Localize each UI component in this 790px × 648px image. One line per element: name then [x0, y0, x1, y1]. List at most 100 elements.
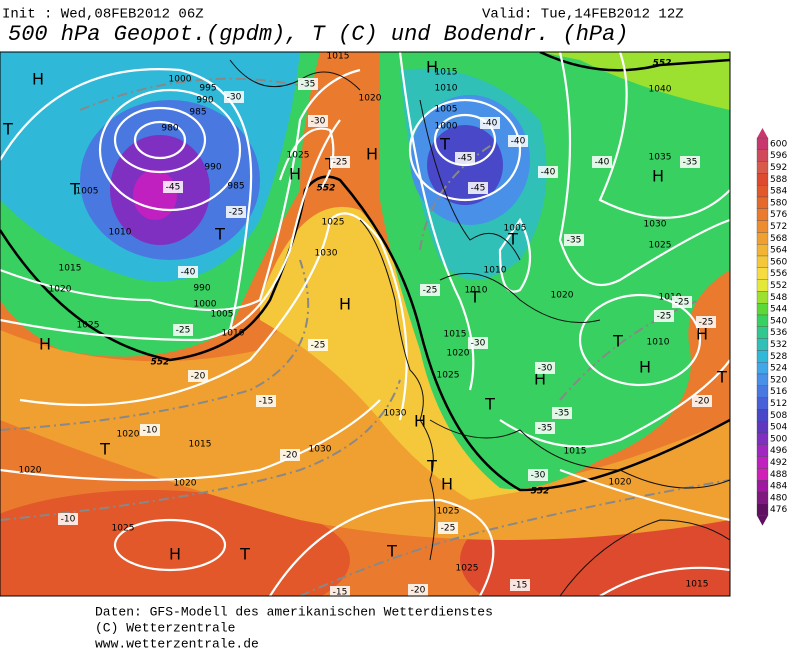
pressure-center: H: [639, 358, 651, 377]
scale-box: [756, 397, 769, 410]
pressure-center: T: [386, 542, 397, 561]
temperature-label: -15: [333, 588, 348, 598]
scale-box: [756, 291, 769, 304]
isobar-label: 1010: [484, 266, 507, 276]
scale-label: 556: [770, 269, 787, 279]
scale-label: 476: [770, 505, 787, 515]
pressure-center: T: [612, 332, 623, 351]
scale-label: 504: [770, 423, 787, 433]
isobar-label: 1025: [322, 218, 345, 228]
scale-box: [756, 491, 769, 504]
pressure-center: H: [289, 165, 301, 184]
isobar-label: 985: [189, 108, 206, 118]
contour-552: [539, 52, 730, 72]
isobar-label: 1000: [435, 122, 458, 132]
temperature-label-box: [468, 337, 488, 349]
scale-label: 484: [770, 482, 787, 492]
isobar-label: 1010: [222, 329, 245, 339]
isobar-label: 1000: [194, 300, 217, 310]
scale-box: [756, 456, 769, 469]
scale-box: [756, 149, 769, 162]
isobar-label: 1040: [649, 85, 672, 95]
scale-box: [756, 350, 769, 363]
isobar-label: 1005: [211, 310, 234, 320]
geopotential-label: 552: [531, 487, 550, 497]
temperature-label-box: [480, 117, 500, 129]
scale-box: [756, 173, 769, 186]
pressure-center: T: [507, 230, 518, 249]
isobar-label: 1010: [465, 286, 488, 296]
scale-label: 576: [770, 210, 787, 220]
scale-label: 560: [770, 257, 787, 267]
pressure-center: T: [324, 155, 335, 174]
pressure-center: H: [339, 295, 351, 314]
scale-arrow-top: [757, 128, 768, 138]
footer-line: Daten: GFS-Modell des amerikanischen Wet…: [95, 604, 493, 619]
scale-box: [756, 185, 769, 198]
isobar-label: 1025: [437, 371, 460, 381]
scale-box: [756, 385, 769, 398]
scale-label: 580: [770, 198, 787, 208]
temperature-label-box: [592, 156, 612, 168]
scale-label: 528: [770, 352, 787, 362]
valid-time: Valid: Tue,14FEB2012 12Z: [482, 7, 684, 23]
pressure-center: H: [534, 370, 546, 389]
temperature-label-box: [420, 284, 440, 296]
isobar-label: 1020: [359, 94, 382, 104]
isobar-label: 990: [196, 96, 213, 106]
temperature-label-box: [468, 182, 488, 194]
temperature-label: -30: [471, 339, 486, 349]
map-labels: HTTHTHTTHTHHHTHTTHTHHTTTTHH1000995990985…: [2, 52, 727, 598]
temperature-label: -35: [538, 424, 553, 434]
isobar-label: 1020: [447, 349, 470, 359]
scale-label: 520: [770, 375, 787, 385]
isobar-label: 1020: [609, 478, 632, 488]
isobar-label: 1030: [384, 409, 407, 419]
scale-label: 524: [770, 364, 787, 374]
scale-box: [756, 373, 769, 386]
temperature-label-box: [680, 156, 700, 168]
isobars: [0, 52, 730, 596]
isobar-label: 1015: [686, 580, 709, 590]
scale-label: 512: [770, 399, 787, 409]
scale-label: 488: [770, 470, 787, 480]
temperature-label: -25: [176, 326, 191, 336]
scale-label: 596: [770, 151, 787, 161]
isobar-label: 1010: [109, 228, 132, 238]
temperature-label-box: [438, 522, 458, 534]
temperature-label: -25: [699, 318, 714, 328]
scale-box: [756, 244, 769, 257]
temperature-label: -35: [683, 158, 698, 168]
scale-label: 588: [770, 175, 787, 185]
map-frame: [0, 51, 731, 597]
pressure-center: H: [441, 475, 453, 494]
geopotential-label: 552: [653, 59, 672, 69]
isobar-label: 1010: [647, 338, 670, 348]
scale-box: [756, 279, 769, 292]
isobar-label: 995: [199, 84, 216, 94]
pressure-center: H: [32, 70, 44, 89]
pressure-center: T: [469, 288, 480, 307]
temperature-label-box: [140, 424, 160, 436]
scale-box: [756, 362, 769, 375]
scale-box: [756, 303, 769, 316]
temperature-label: -30: [531, 471, 546, 481]
temperature-label: -20: [695, 397, 710, 407]
scale-label: 496: [770, 446, 787, 456]
isobar-label: 1020: [19, 466, 42, 476]
isobar-label: 1015: [444, 330, 467, 340]
scale-label: 600: [770, 139, 787, 149]
pressure-center: T: [2, 120, 13, 139]
temperature-label-box: [535, 362, 555, 374]
temperature-label: -20: [283, 451, 298, 461]
temperature-label: -35: [301, 80, 316, 90]
temperature-label: -45: [166, 183, 181, 193]
scale-box: [756, 503, 769, 516]
scale-label: 548: [770, 293, 787, 303]
temperature-label: -40: [595, 158, 610, 168]
isobar-label: 1020: [49, 285, 72, 295]
pressure-center: T: [69, 180, 80, 199]
temperature-label: -35: [567, 236, 582, 246]
warm-area: [0, 490, 350, 596]
